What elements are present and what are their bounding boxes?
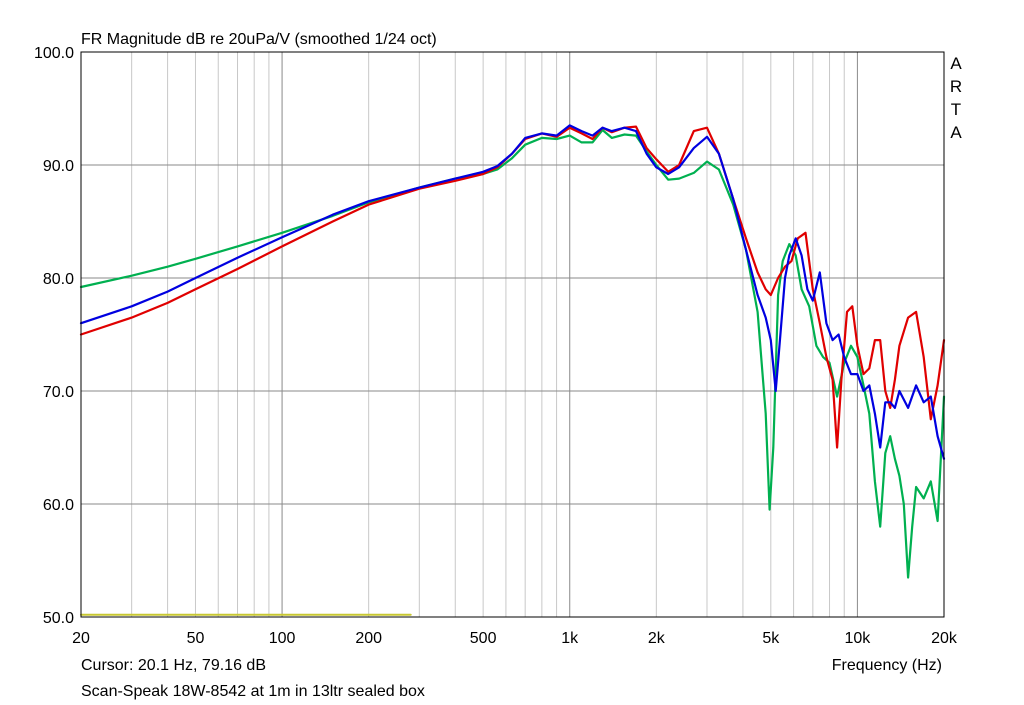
y-tick-label: 60.0 bbox=[43, 497, 74, 514]
x-tick-label: 1k bbox=[561, 630, 579, 647]
brand-letter: A bbox=[950, 54, 962, 73]
x-tick-label: 10k bbox=[845, 630, 872, 647]
x-axis-label: Frequency (Hz) bbox=[832, 657, 942, 674]
x-tick-label: 20 bbox=[72, 630, 90, 647]
series-line-2 bbox=[79, 125, 946, 449]
x-tick-label: 500 bbox=[470, 630, 497, 647]
chart-title: FR Magnitude dB re 20uPa/V (smoothed 1/2… bbox=[81, 31, 437, 48]
x-tick-label: 50 bbox=[187, 630, 205, 647]
y-tick-label: 100.0 bbox=[34, 45, 74, 62]
x-tick-label: 100 bbox=[269, 630, 296, 647]
y-tick-label: 90.0 bbox=[43, 158, 74, 175]
brand-letter: T bbox=[951, 100, 961, 119]
x-tick-label: 20k bbox=[931, 630, 958, 647]
chart-caption: Scan-Speak 18W-8542 at 1m in 13ltr seale… bbox=[81, 683, 425, 700]
y-tick-label: 70.0 bbox=[43, 384, 74, 401]
series-line-3 bbox=[79, 124, 946, 460]
series-group bbox=[79, 124, 946, 616]
brand-letter: A bbox=[950, 123, 962, 142]
plot-area bbox=[81, 52, 944, 617]
brand-letter: R bbox=[950, 77, 962, 96]
axis-ticks: 20 50 100 200 500 1k 2k 5k 10k 20k 50.0 60.0 70.0 80.… bbox=[34, 45, 958, 647]
cursor-readout: Cursor: 20.1 Hz, 79.16 dB bbox=[81, 657, 266, 674]
plot-frame bbox=[80, 51, 945, 618]
x-tick-label: 200 bbox=[355, 630, 382, 647]
y-tick-label: 50.0 bbox=[43, 610, 74, 627]
y-tick-label: 80.0 bbox=[43, 271, 74, 288]
x-tick-label: 5k bbox=[762, 630, 780, 647]
series-line-1 bbox=[79, 128, 946, 579]
x-tick-label: 2k bbox=[648, 630, 666, 647]
